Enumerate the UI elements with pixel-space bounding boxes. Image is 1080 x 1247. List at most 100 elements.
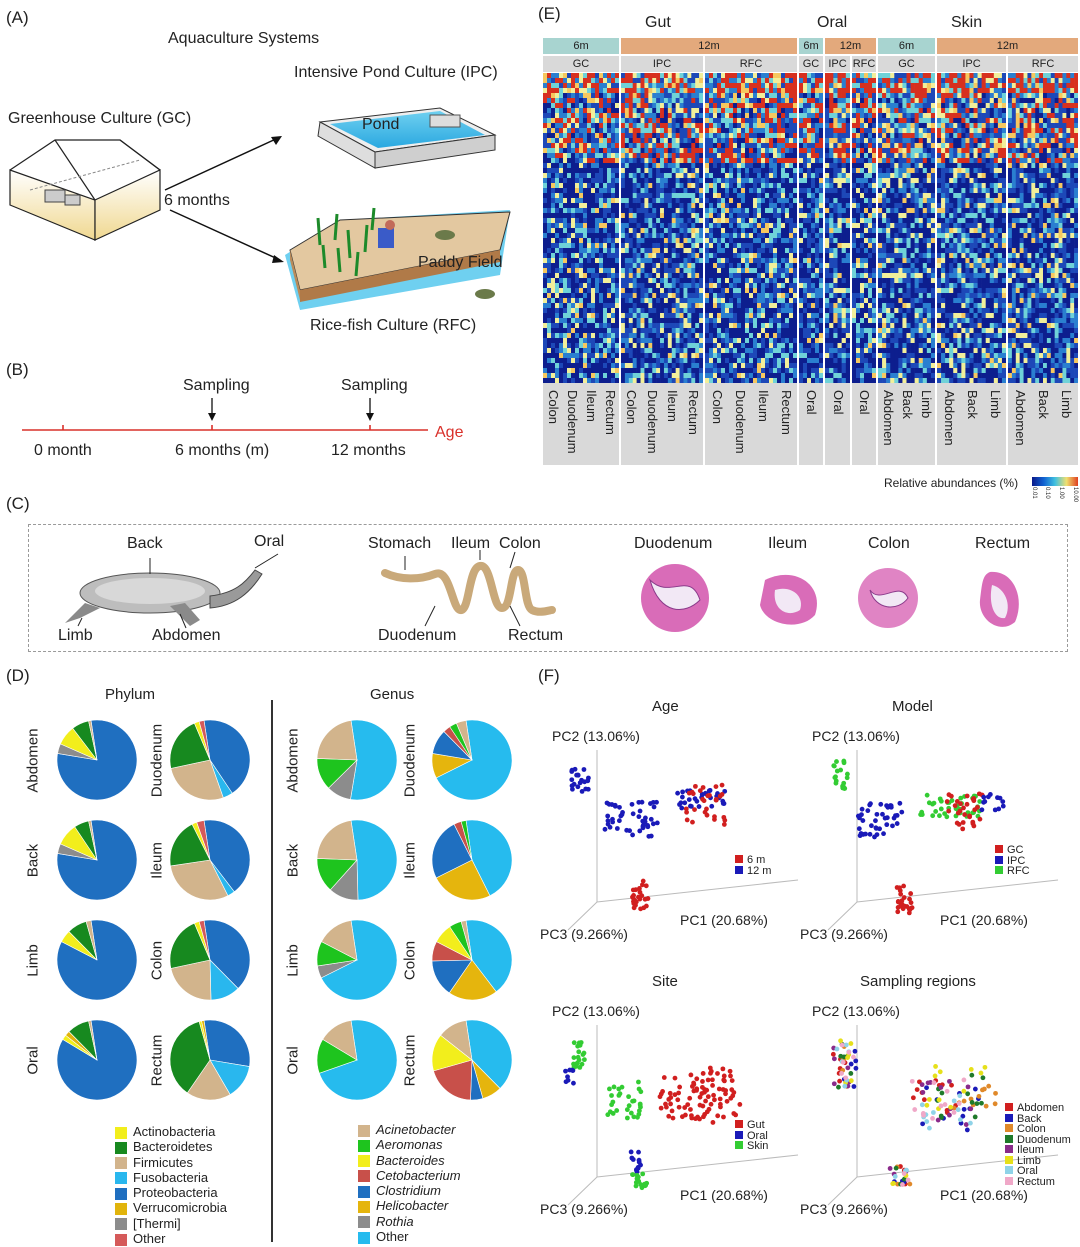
heatmap-cell <box>872 83 877 89</box>
heatmap-cell <box>721 73 726 79</box>
heatmap-cell <box>717 358 722 364</box>
heatmap-cell <box>745 243 750 249</box>
heatmap-cell <box>579 178 584 184</box>
heatmap-cell <box>799 218 804 224</box>
heatmap-cell <box>691 93 696 99</box>
heatmap-cell <box>652 98 657 104</box>
heatmap-cell <box>819 363 824 369</box>
heatmap-cell <box>705 318 710 324</box>
heatmap-cell <box>705 243 710 249</box>
heatmap-cell <box>811 258 816 264</box>
heatmap-cell <box>567 158 572 164</box>
heatmap-cell <box>628 348 634 354</box>
heatmap-cell <box>648 293 653 299</box>
heatmap-cell <box>691 333 696 339</box>
heatmap-cell <box>652 78 657 84</box>
heatmap-cell <box>563 298 568 304</box>
heatmap-cell <box>595 203 600 209</box>
heatmap-cell <box>793 103 798 109</box>
heatmap-cell <box>833 113 838 119</box>
heatmap-cell <box>717 293 722 299</box>
heatmap-cell <box>559 83 564 89</box>
heatmap-cell <box>749 333 754 339</box>
heatmap-cell <box>733 163 738 169</box>
heatmap-cell <box>729 113 734 119</box>
heatmap-cell <box>599 263 604 269</box>
heatmap-cell <box>571 188 576 194</box>
heatmap-cell <box>640 208 645 214</box>
heatmap-cell <box>571 138 576 144</box>
heatmap-cell <box>660 103 665 109</box>
heatmap-cell <box>833 333 838 339</box>
heatmap-cell <box>607 353 612 359</box>
heatmap-cell <box>789 198 794 204</box>
heatmap-cell <box>829 158 834 164</box>
heatmap-cell <box>713 273 718 279</box>
heatmap-cell <box>603 243 608 249</box>
heatmap-cell <box>691 283 696 289</box>
heatmap-cell <box>777 138 782 144</box>
heatmap-cell <box>611 183 616 189</box>
heatmap-cell <box>829 318 834 324</box>
heatmap-cell <box>737 338 742 344</box>
heatmap-cell <box>607 343 612 349</box>
heatmap-cell <box>591 158 596 164</box>
heatmap-cell <box>675 353 680 359</box>
heatmap-cell <box>769 228 774 234</box>
heatmap-cell <box>841 258 847 264</box>
heatmap-cell <box>632 343 637 349</box>
heatmap-cell <box>789 173 794 179</box>
heatmap-cell <box>872 163 877 169</box>
heatmap-cell <box>699 198 704 204</box>
heatmap-cell <box>825 153 830 159</box>
heatmap-cell <box>709 348 714 354</box>
heatmap-cell <box>652 373 657 379</box>
heatmap-cell <box>652 328 657 334</box>
heatmap-cell <box>611 113 616 119</box>
heatmap-cell <box>729 263 734 269</box>
heatmap-cell <box>563 238 568 244</box>
heatmap-cell <box>636 353 641 359</box>
heatmap-cell <box>773 323 778 329</box>
heatmap-cell <box>660 348 665 354</box>
heatmap-cell <box>695 368 700 374</box>
heatmap-cell <box>807 178 812 184</box>
heatmap-cell <box>691 323 696 329</box>
heatmap-cell <box>644 218 649 224</box>
heatmap-cell <box>551 213 556 219</box>
heatmap-cell <box>595 88 600 94</box>
heatmap-cell <box>733 218 738 224</box>
heatmap-cell <box>551 208 556 214</box>
heatmap-cell <box>833 298 838 304</box>
heatmap-cell <box>725 93 730 99</box>
heatmap-cell <box>656 143 661 149</box>
phylum-row-label-duodenum: Duodenum <box>148 723 166 798</box>
heatmap-cell <box>656 323 661 329</box>
heatmap-cell <box>628 153 634 159</box>
heatmap-cell <box>607 288 612 294</box>
heatmap-cell <box>652 118 657 124</box>
heatmap-cell <box>833 368 838 374</box>
heatmap-cell <box>777 273 782 279</box>
heatmap-cell <box>628 123 634 129</box>
heatmap-cell <box>807 138 812 144</box>
heatmap-cell <box>841 78 847 84</box>
heatmap-cell <box>829 188 834 194</box>
heatmap-cell <box>799 153 804 159</box>
heatmap-cell <box>733 148 738 154</box>
heatmap-cell <box>575 368 580 374</box>
heatmap-cell <box>644 323 649 329</box>
heatmap-cell <box>815 78 820 84</box>
heatmap-cell <box>864 98 869 104</box>
heatmap-cell <box>733 178 738 184</box>
heatmap-cell <box>636 128 641 134</box>
heatmap-cell <box>567 98 572 104</box>
heatmap-cell <box>555 188 560 194</box>
heatmap-cell <box>860 128 865 134</box>
heatmap-cell <box>799 318 804 324</box>
heatmap-cell <box>833 148 838 154</box>
heatmap-cell <box>811 208 816 214</box>
heatmap-cell <box>837 148 842 154</box>
heatmap-cell <box>765 368 770 374</box>
heatmap-cell <box>567 178 572 184</box>
